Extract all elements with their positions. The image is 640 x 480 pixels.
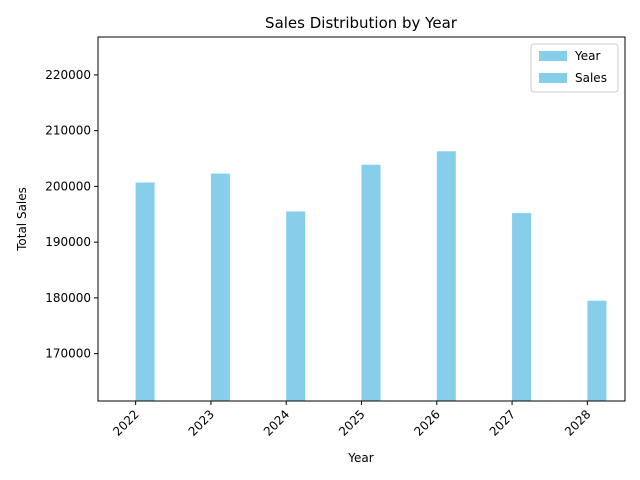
x-tick-label: 2024: [261, 407, 292, 438]
x-axis-label: Year: [347, 451, 373, 465]
x-tick-label: 2022: [110, 407, 141, 438]
bar-sales-2022: [135, 182, 155, 401]
bar-sales-2025: [361, 164, 381, 401]
legend-swatch-year: [539, 51, 567, 61]
legend-label-sales: Sales: [575, 71, 607, 85]
x-tick-label: 2027: [487, 407, 518, 438]
bar-sales-2023: [210, 173, 230, 401]
y-axis: 170000 180000 190000 200000 210000 220000: [45, 68, 98, 361]
x-tick-label: 2023: [186, 407, 217, 438]
x-axis: 2022 2023 2024 2025 2026 2027 2028: [110, 401, 593, 439]
y-tick-label: 190000: [45, 235, 91, 249]
y-axis-label: Total Sales: [15, 187, 29, 252]
chart-title: Sales Distribution by Year: [265, 14, 458, 32]
y-tick-label: 210000: [45, 124, 91, 138]
y-tick-label: 220000: [45, 68, 91, 82]
bar-sales-2024: [286, 211, 306, 401]
plot-frame: [97, 36, 626, 402]
bars-group: [135, 151, 607, 401]
legend-swatch-sales: [539, 73, 567, 83]
y-tick-label: 180000: [45, 291, 91, 305]
legend: Year Sales: [530, 43, 619, 93]
bar-sales-2027: [512, 213, 532, 401]
bar-sales-2028: [587, 300, 607, 401]
bar-sales-2026: [436, 151, 456, 401]
x-tick-label: 2026: [411, 407, 442, 438]
legend-label-year: Year: [574, 49, 600, 63]
x-tick-label: 2025: [336, 407, 367, 438]
x-tick-label: 2028: [562, 407, 593, 438]
y-tick-label: 200000: [45, 179, 91, 193]
y-tick-label: 170000: [45, 347, 91, 361]
